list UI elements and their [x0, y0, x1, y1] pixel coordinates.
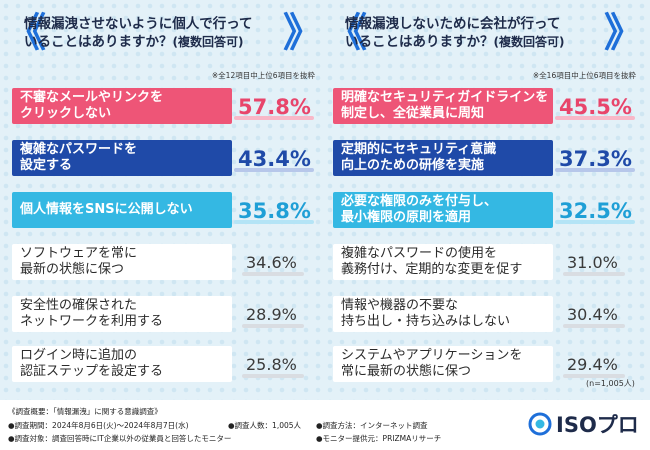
value-underline: [563, 374, 625, 378]
value-underline: [242, 324, 304, 328]
bar-label: 安全性の確保された ネットワークを利用する: [20, 298, 164, 329]
data-label: 29.4%: [567, 355, 618, 374]
survey-provider: ●モニター提供元：PRIZMAリサーチ: [316, 434, 442, 443]
bar-label: ログイン時に追加の 認証ステップを設定する: [20, 348, 164, 379]
bar: 明確なセキュリティガイドラインを 制定し、全従業員に周知: [333, 88, 553, 124]
data-label: 28.9%: [246, 305, 297, 324]
value-underline: [555, 116, 635, 120]
bar-row: 複雑なパスワードを 設定する 43.4%: [8, 140, 321, 176]
data-label: 30.4%: [567, 305, 618, 324]
data-label: 37.3%: [559, 147, 632, 171]
sample-size-note: (n=1,005人): [586, 379, 635, 388]
bar-row: 必要な権限のみを付与し、 最小権限の原則を適用 32.5%: [329, 192, 642, 228]
bar: システムやアプリケーションを 常に最新の状態に保つ: [333, 346, 553, 382]
bar: 個人情報をSNSに公開しない: [12, 192, 232, 228]
data-label: 34.6%: [246, 253, 297, 272]
title-line2: いることはありますか？: [345, 34, 494, 50]
bar-label: 複雑なパスワードを 設定する: [20, 142, 138, 173]
bar-label: ソフトウェアを常に 最新の状態に保つ: [20, 246, 138, 277]
bar-label: 複雑なパスワードの使用を 義務付け、定期的な変更を促す: [341, 246, 523, 277]
value-underline: [234, 220, 314, 224]
bar-row: システムやアプリケーションを 常に最新の状態に保つ 29.4%: [329, 346, 642, 382]
data-label: 57.8%: [238, 95, 311, 119]
bar: 複雑なパスワードの使用を 義務付け、定期的な変更を促す: [333, 244, 553, 280]
bar-row: ソフトウェアを常に 最新の状態に保つ 34.6%: [8, 244, 321, 280]
data-label: 31.0%: [567, 253, 618, 272]
survey-method: ●調査方法：インターネット調査: [316, 421, 428, 430]
bar-row: 情報や機器の不要な 持ち出し・持ち込みはしない 30.4%: [329, 296, 642, 332]
bar: 不審なメールやリンクを クリックしない: [12, 88, 232, 124]
chart-note: ※全16項目中上位6項目を抜粋: [532, 71, 636, 80]
right-bracket-icon: 》: [283, 9, 323, 56]
value-underline: [242, 272, 304, 276]
bar-row: 複雑なパスワードの使用を 義務付け、定期的な変更を促す 31.0%: [329, 244, 642, 280]
value-underline: [234, 168, 314, 172]
bar: 安全性の確保された ネットワークを利用する: [12, 296, 232, 332]
data-label: 32.5%: [559, 199, 632, 223]
chart-note: ※全12項目中上位6項目を抜粋: [211, 71, 315, 80]
bar-row: 定期的にセキュリティ意識 向上のための研修を実施 37.3%: [329, 140, 642, 176]
data-label: 43.4%: [238, 147, 311, 171]
logo: ISOプロ: [528, 410, 639, 438]
bar: 定期的にセキュリティ意識 向上のための研修を実施: [333, 140, 553, 176]
survey-target: ●調査対象：調査回答時にIT企業以外の従業員と回答したモニター: [8, 434, 232, 443]
bar-label: 個人情報をSNSに公開しない: [20, 202, 193, 217]
bar: 情報や機器の不要な 持ち出し・持ち込みはしない: [333, 296, 553, 332]
bar-label: 明確なセキュリティガイドラインを 制定し、全従業員に周知: [341, 90, 549, 121]
bar-row: 明確なセキュリティガイドラインを 制定し、全従業員に周知 45.5%: [329, 88, 642, 124]
bar-label: 必要な権限のみを付与し、 最小権限の原則を適用: [341, 194, 498, 225]
bar-label: 定期的にセキュリティ意識 向上のための研修を実施: [341, 142, 497, 173]
bar: 複雑なパスワードを 設定する: [12, 140, 232, 176]
right-bracket-icon: 》: [604, 9, 644, 56]
value-underline: [555, 220, 635, 224]
chart-title-company: 情報漏洩しないために会社が行って いることはありますか？(複数回答可): [345, 8, 625, 58]
survey-period: ●調査期間：2024年8月6日(火)～2024年8月7日(水): [8, 421, 189, 430]
title-suffix: (複数回答可): [493, 35, 565, 49]
bar-label: システムやアプリケーションを 常に最新の状態に保つ: [341, 348, 523, 379]
survey-people: ●調査人数：1,005人: [228, 421, 302, 430]
bar-row: 安全性の確保された ネットワークを利用する 28.9%: [8, 296, 321, 332]
bar: ソフトウェアを常に 最新の状態に保つ: [12, 244, 232, 280]
left-bracket-icon: 《: [327, 9, 367, 56]
chart-title-individual: 情報漏洩させないように個人で行って いることはありますか？(複数回答可): [24, 8, 304, 58]
value-underline: [234, 116, 314, 120]
bar-row: ログイン時に追加の 認証ステップを設定する 25.8%: [8, 346, 321, 382]
data-label: 35.8%: [238, 199, 311, 223]
title-line2: いることはありますか？: [24, 34, 173, 50]
value-underline: [242, 374, 304, 378]
bar-row: 不審なメールやリンクを クリックしない 57.8%: [8, 88, 321, 124]
bar-label: 不審なメールやリンクを クリックしない: [20, 90, 164, 121]
value-underline: [563, 324, 625, 328]
title-line1: 情報漏洩しないために会社が行って: [345, 16, 561, 32]
left-bracket-icon: 《: [6, 9, 46, 56]
bar-row: 個人情報をSNSに公開しない 35.8%: [8, 192, 321, 228]
bar: ログイン時に追加の 認証ステップを設定する: [12, 346, 232, 382]
bar: 必要な権限のみを付与し、 最小権限の原則を適用: [333, 192, 553, 228]
data-label: 45.5%: [559, 95, 632, 119]
logo-text: ISOプロ: [556, 413, 639, 437]
iso-logo-icon: [528, 412, 552, 436]
title-suffix: (複数回答可): [172, 35, 244, 49]
bar-label: 情報や機器の不要な 持ち出し・持ち込みはしない: [341, 298, 511, 329]
survey-heading: 《調査概要：「情報漏洩」に関する意識調査》: [8, 407, 162, 416]
data-label: 25.8%: [246, 355, 297, 374]
value-underline: [563, 272, 625, 276]
title-line1: 情報漏洩させないように個人で行って: [24, 16, 253, 32]
value-underline: [555, 168, 635, 172]
